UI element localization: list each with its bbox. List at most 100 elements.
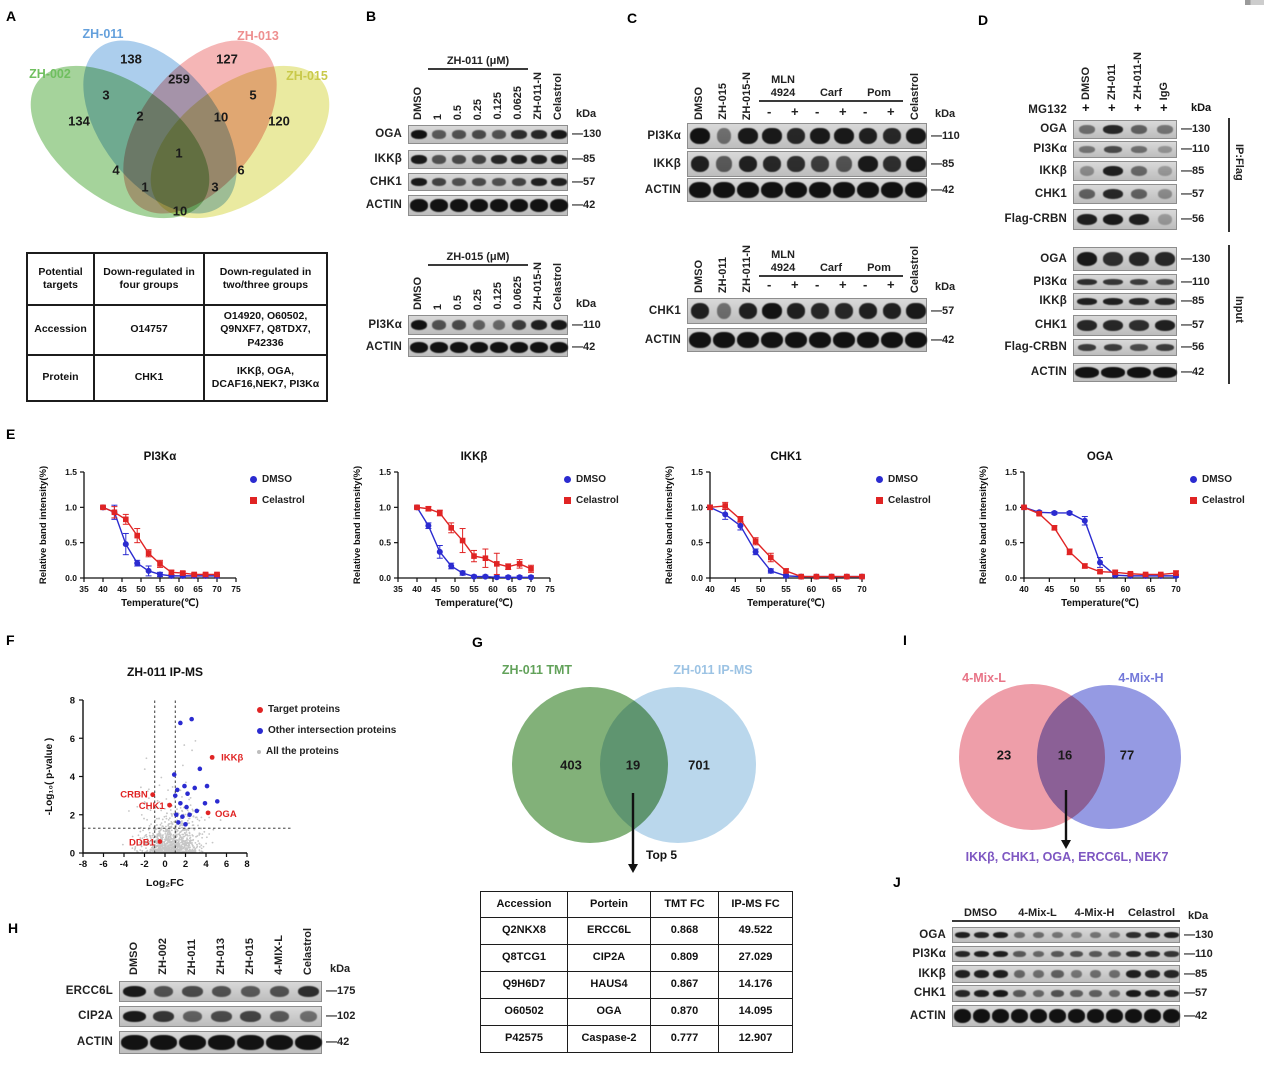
protein-band [1076, 214, 1098, 225]
legend-item: All the proteins [257, 746, 339, 757]
protein-band [509, 342, 529, 353]
blot-row-label: ERCC6L [65, 985, 113, 997]
protein-band [1128, 298, 1150, 305]
protein-band [974, 932, 989, 938]
protein-band [991, 1009, 1010, 1023]
blot-strip [1073, 293, 1177, 310]
chart-text: 0.5 [379, 538, 391, 548]
blot-strip [687, 328, 928, 352]
lane-group-label: ZH-011 (μM) [428, 55, 528, 70]
blot-strip [408, 315, 568, 335]
legend-label: DMSO [262, 474, 292, 485]
protein-band [266, 1035, 293, 1050]
lane-label: ZH-015-N [532, 261, 544, 310]
protein-band [1126, 951, 1141, 957]
chart-text: 55 [1095, 584, 1105, 594]
thermal-shift-chart-pi3ka: 35 40 45 50 55 60 65 70 75 0.0 0.5 1.0 1.5 PI3Kα Tempe… [4, 436, 320, 614]
legend-label: Celastrol [576, 495, 619, 506]
chart-text: 55 [781, 584, 791, 594]
blot-row-label: PI3Kα [1033, 143, 1067, 155]
chart-text: Relative band intensity(%) [664, 466, 675, 584]
chart-text: Relative band intensity(%) [978, 466, 989, 584]
data-point [459, 537, 466, 544]
protein-band [1158, 166, 1172, 176]
panel-label-g: G [472, 634, 483, 650]
blot-row-label: ACTIN [1030, 366, 1067, 378]
kda-value: —110 [1181, 276, 1210, 288]
plus-minus-mark: + [887, 104, 895, 119]
table-cell: Q8TCG1 [480, 944, 568, 972]
venn-ellipses [30, 40, 330, 219]
venn-region-count: 5 [249, 87, 257, 103]
protein-band [1145, 951, 1160, 957]
protein-band [993, 932, 1008, 938]
data-table: Potential targets Down-regulated in four … [26, 252, 328, 402]
table-cell: OGA [567, 998, 651, 1026]
data-point [100, 504, 106, 511]
venn-region-count: 3 [211, 179, 219, 195]
lane-group-line: DMSO [964, 906, 997, 919]
protein-band [762, 128, 782, 144]
blot-row-label: PI3Kα [368, 319, 402, 331]
table-cell: CHK1 [93, 354, 205, 402]
chart-text: 6 [224, 859, 229, 870]
protein-band [1131, 146, 1147, 153]
data-point [1036, 510, 1042, 517]
legend-marker-circle [250, 476, 257, 483]
blot-strip [687, 298, 927, 324]
line-chart-svg: 40 45 50 55 60 65 70 0.0 0.5 1.0 1.5 CHK1 Temperatur… [664, 451, 867, 609]
venn-set-label: 4-Mix-H [1118, 671, 1164, 685]
blot-strip [408, 338, 569, 357]
protein-band [1158, 214, 1172, 225]
venn-region-count: 10 [172, 203, 188, 219]
blot-strip [119, 981, 322, 1002]
lane-group-line: Carf [819, 86, 842, 99]
protein-band [531, 130, 547, 139]
protein-band [716, 128, 732, 144]
chart-text: 50 [1070, 584, 1080, 594]
lane-label-area: DMSO ZH-011 ZH-011-N IgG [988, 28, 1247, 100]
legend-label: Celastrol [262, 495, 305, 506]
kda-value: —130 [572, 128, 602, 140]
venn-set-label: ZH-002 [29, 67, 71, 81]
table-cell: 0.868 [650, 917, 719, 945]
protein-band [1070, 990, 1083, 997]
data-point [202, 571, 209, 578]
protein-band [1102, 320, 1124, 331]
protein-band [432, 155, 446, 164]
panel-label-b: B [366, 8, 377, 24]
table-row: Q9H6D7 HAUS4 0.867 14.176 [480, 971, 793, 999]
protein-band [834, 303, 854, 319]
protein-band [1124, 1009, 1143, 1023]
protein-band [299, 1011, 318, 1022]
venn-region-count: 127 [216, 51, 238, 67]
table-cell: O60502 [480, 998, 568, 1026]
plus-minus-mark: - [863, 104, 868, 119]
data-point [828, 573, 835, 580]
plus-minus-mark: - [767, 104, 772, 119]
protein-band [1089, 970, 1102, 978]
kda-unit-label: kDa [935, 281, 956, 293]
chart-text: -8 [79, 859, 87, 870]
protein-band [738, 303, 758, 319]
lane-label: Celastrol [909, 72, 921, 120]
chart-text: 50 [450, 584, 460, 594]
blot-strip [687, 178, 928, 202]
blot-row-label: PI3Kα [912, 948, 946, 960]
table-header-cell: Potential targets [26, 252, 95, 306]
protein-band [736, 182, 760, 198]
protein-band [489, 199, 509, 212]
data-point [482, 555, 489, 562]
lane-label-area: DMSO 4-Mix-L 4-Mix-H Celastrol kDa [900, 898, 1250, 922]
protein-band [1013, 970, 1026, 978]
protein-band [1048, 1009, 1067, 1023]
data-point [722, 511, 729, 518]
blot-strip [408, 173, 568, 191]
protein-band [690, 156, 710, 172]
chart-text: 45 [731, 584, 741, 594]
protein-band [1104, 146, 1122, 153]
data-point [482, 573, 489, 580]
data-point [122, 541, 129, 548]
protein-band [1129, 279, 1149, 285]
